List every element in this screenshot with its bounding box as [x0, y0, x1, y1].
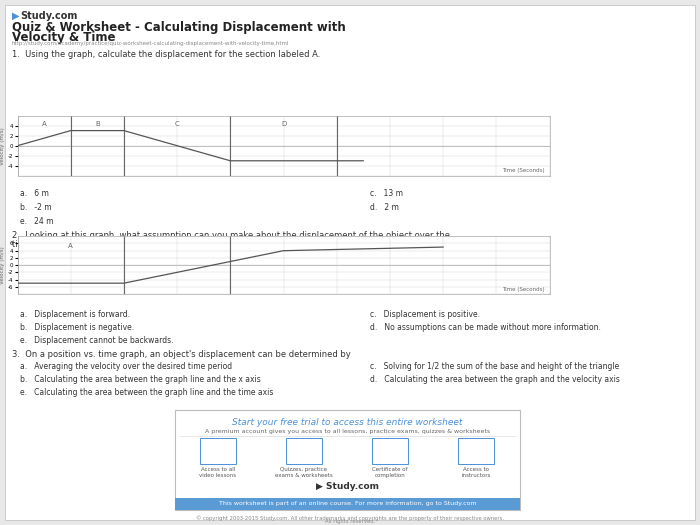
Text: c.   Solving for 1/2 the sum of the base and height of the triangle: c. Solving for 1/2 the sum of the base a…	[370, 362, 620, 371]
Text: This worksheet is part of an online course. For more information, go to Study.co: This worksheet is part of an online cour…	[218, 501, 476, 507]
Text: Quiz & Worksheet - Calculating Displacement with: Quiz & Worksheet - Calculating Displacem…	[12, 21, 346, 34]
Bar	[372, 438, 408, 464]
Text: © copyright 2003-2015 Study.com. All other trademarks and copyrights are the pro: © copyright 2003-2015 Study.com. All oth…	[196, 515, 504, 521]
Bar	[175, 498, 520, 510]
Text: ▶ Study.com: ▶ Study.com	[316, 482, 379, 491]
Text: Study.com: Study.com	[20, 11, 78, 21]
Text: d.   2 m: d. 2 m	[370, 203, 399, 212]
Text: Start your free trial to access this entire worksheet: Start your free trial to access this ent…	[232, 418, 463, 427]
Y-axis label: Velocity (m/s): Velocity (m/s)	[0, 246, 5, 284]
Text: Access to all
video lessons: Access to all video lessons	[199, 467, 237, 478]
Text: A premium account gives you access to all lessons, practice exams, quizzes & wor: A premium account gives you access to al…	[205, 429, 490, 434]
Text: d.   Calculating the area between the graph and the velocity axis: d. Calculating the area between the grap…	[370, 375, 620, 384]
Text: Access to
instructors: Access to instructors	[461, 467, 491, 478]
Text: Time (Seconds): Time (Seconds)	[502, 169, 544, 173]
Text: e.   24 m: e. 24 m	[20, 217, 53, 226]
Text: Velocity & Time: Velocity & Time	[12, 31, 116, 44]
Bar	[286, 438, 322, 464]
Text: Quizzes, practice
exams & worksheets: Quizzes, practice exams & worksheets	[275, 467, 333, 478]
Text: a.   6 m: a. 6 m	[20, 189, 49, 198]
Text: Time (Seconds): Time (Seconds)	[502, 287, 544, 292]
Text: b.   -2 m: b. -2 m	[20, 203, 52, 212]
Text: ▶: ▶	[12, 11, 20, 21]
Bar	[175, 410, 520, 510]
Text: e.   Calculating the area between the graph line and the time axis: e. Calculating the area between the grap…	[20, 388, 274, 397]
Text: d.   No assumptions can be made without more information.: d. No assumptions can be made without mo…	[370, 323, 601, 332]
Bar	[458, 438, 494, 464]
Text: A: A	[42, 121, 46, 127]
Text: c.   Displacement is positive.: c. Displacement is positive.	[370, 310, 480, 319]
Text: All rights reserved.: All rights reserved.	[325, 519, 375, 524]
Text: b.   Displacement is negative.: b. Displacement is negative.	[20, 323, 134, 332]
Text: b.   Calculating the area between the graph line and the x axis: b. Calculating the area between the grap…	[20, 375, 260, 384]
Bar	[200, 438, 236, 464]
Text: a.   Averaging the velocity over the desired time period: a. Averaging the velocity over the desir…	[20, 362, 232, 371]
Text: C: C	[175, 121, 179, 127]
Text: 2.  Looking at this graph, what assumption can you make about the displacement o: 2. Looking at this graph, what assumptio…	[12, 231, 450, 240]
Text: 3.  On a position vs. time graph, an object's displacement can be determined by: 3. On a position vs. time graph, an obje…	[12, 350, 351, 359]
Text: A: A	[69, 244, 73, 249]
Text: e.   Displacement cannot be backwards.: e. Displacement cannot be backwards.	[20, 336, 174, 345]
Text: c.   13 m: c. 13 m	[370, 189, 403, 198]
Text: Certificate of
completion: Certificate of completion	[372, 467, 408, 478]
Text: 1.  Using the graph, calculate the displacement for the section labeled A.: 1. Using the graph, calculate the displa…	[12, 50, 321, 59]
Y-axis label: Velocity (m/s): Velocity (m/s)	[0, 127, 5, 164]
Text: a.   Displacement is forward.: a. Displacement is forward.	[20, 310, 130, 319]
Text: B: B	[95, 121, 99, 127]
Text: http://study.com/academy/practice/quiz-worksheet-calculating-displacement-with-v: http://study.com/academy/practice/quiz-w…	[12, 41, 290, 46]
Text: D: D	[281, 121, 286, 127]
Text: time period indicated by the letter A?: time period indicated by the letter A?	[12, 240, 170, 249]
